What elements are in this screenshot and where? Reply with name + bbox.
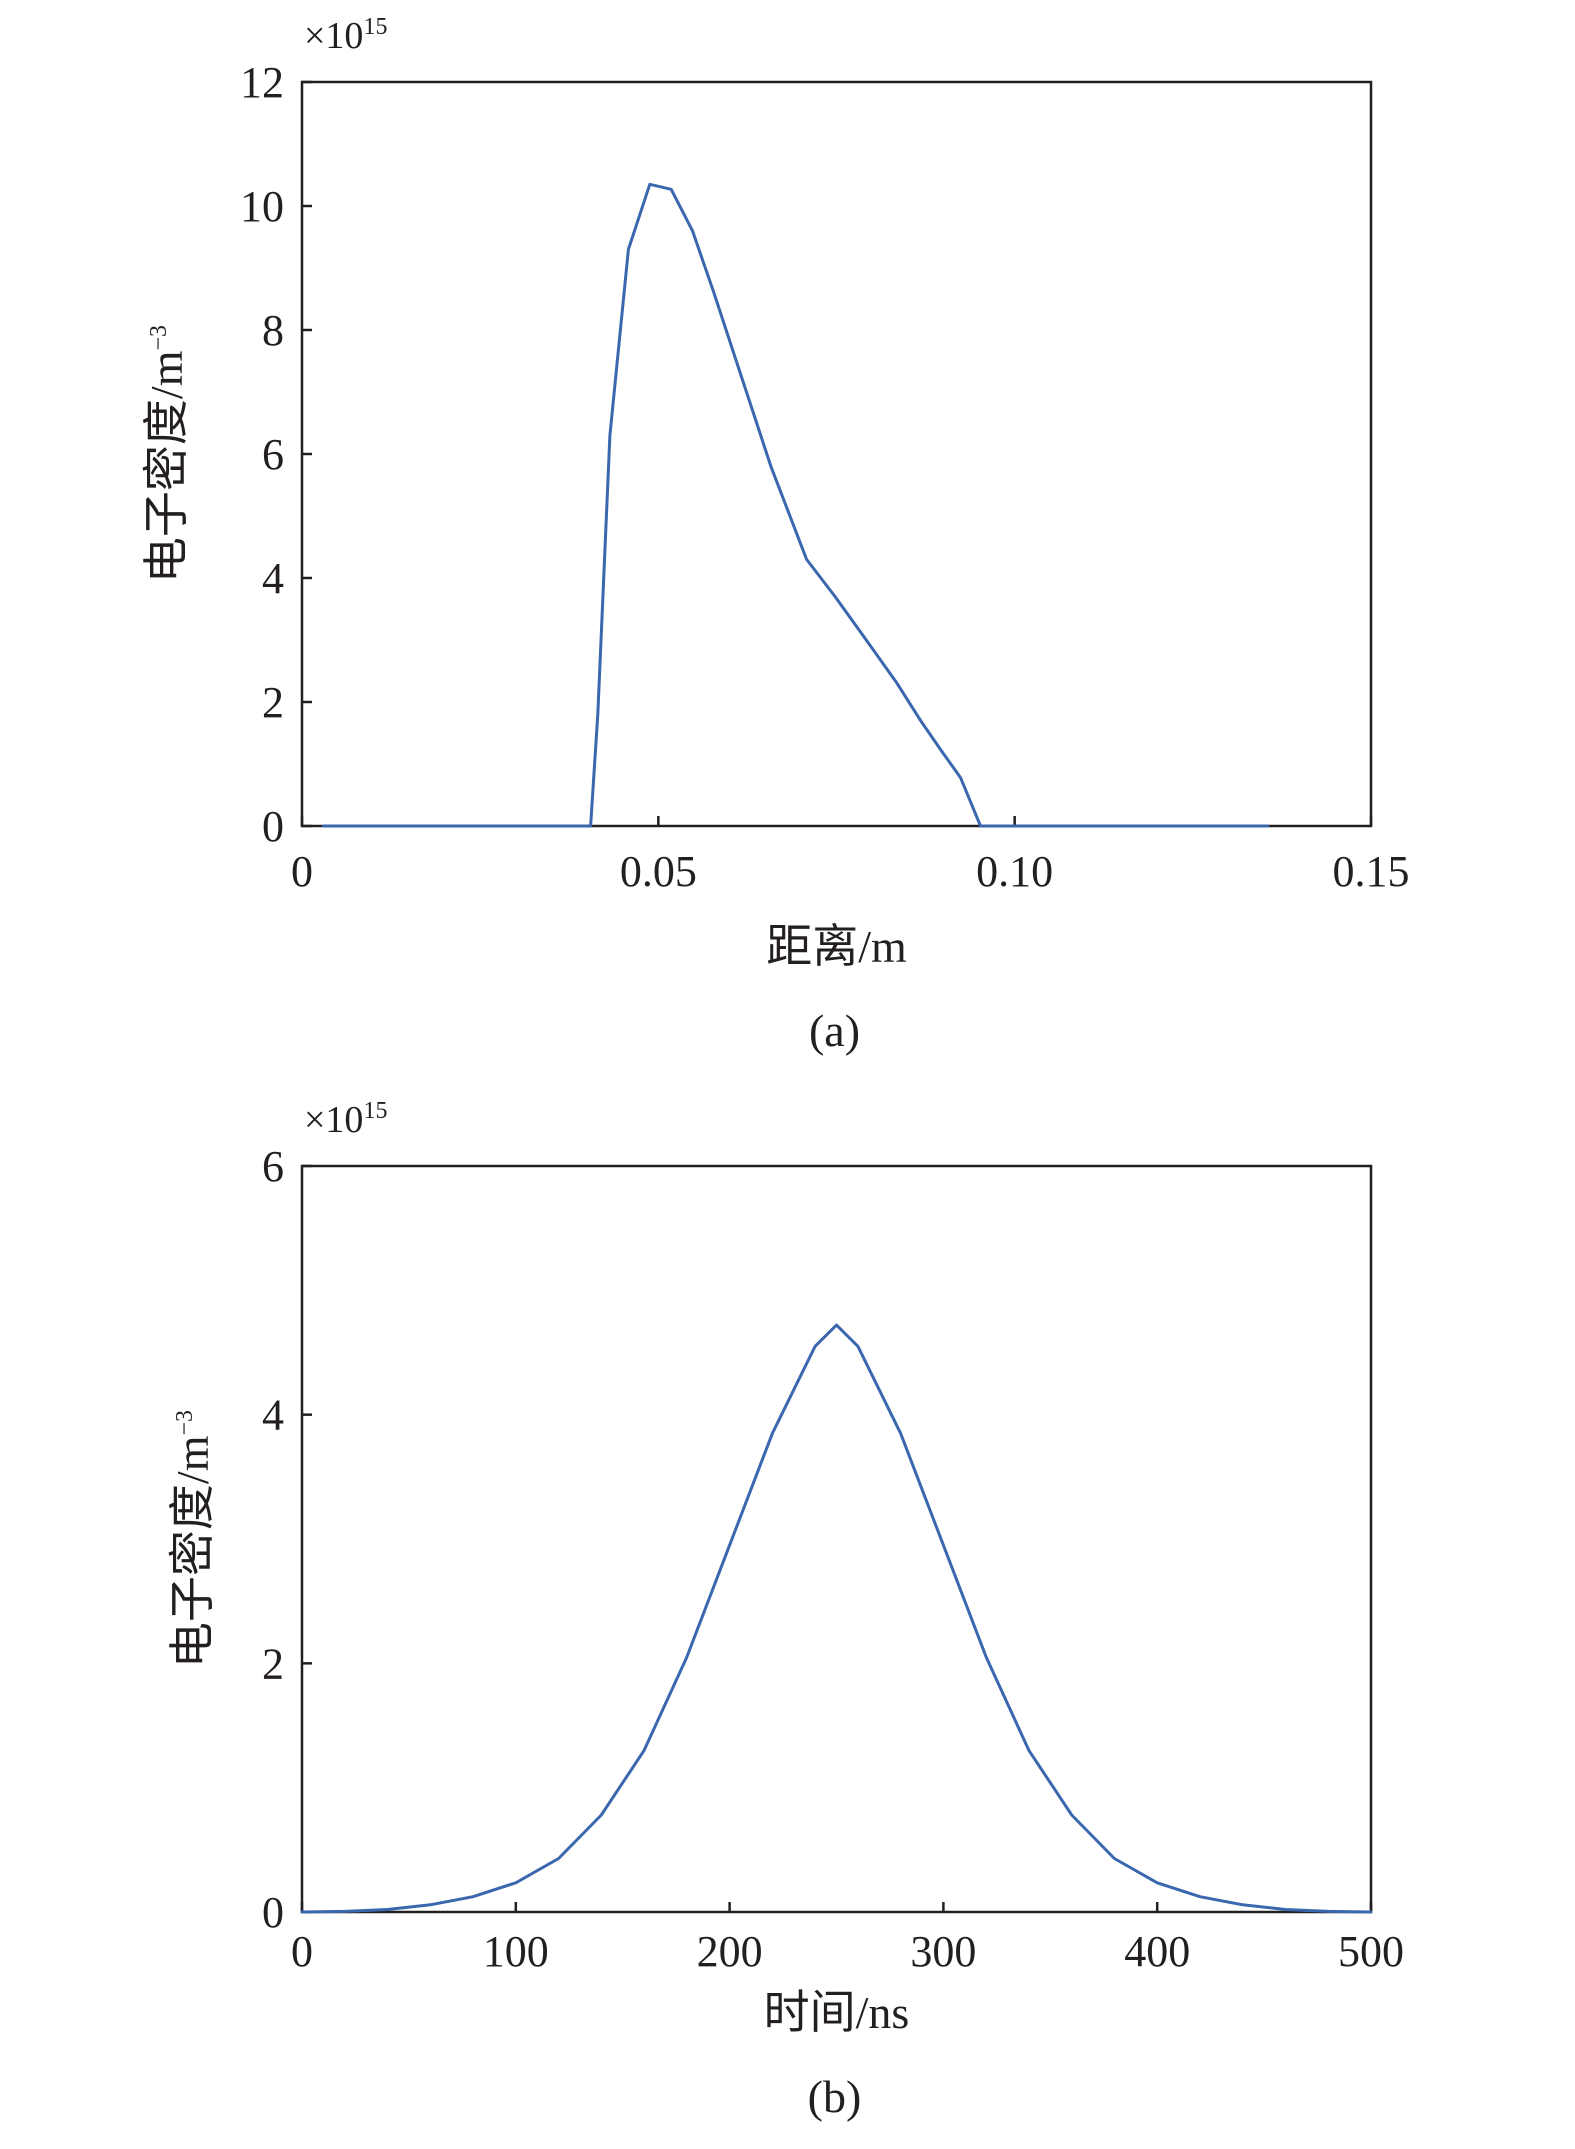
y-tick-label: 2 [262,1639,284,1688]
y-multiplier-base: ×10 [304,1099,363,1141]
x-tick-label: 400 [1124,1927,1190,1976]
y-axis-label-text: 电子密度/m [167,1435,218,1668]
plot-frame [300,80,1373,828]
y-tick-label: 0 [262,802,284,851]
y-axis-label-unit-exponent: −3 [146,325,172,351]
y-tick-label: 4 [262,554,284,603]
y-axis-label-text: 电子密度/m [141,350,192,583]
y-tick-label: 8 [262,306,284,355]
y-multiplier-label: ×1015 [304,14,387,57]
x-tick-label: 200 [697,1927,763,1976]
x-tick-label: 0 [291,847,313,896]
chart-panel-b: 0 2 4 6 0 100 200 300 400 500 ×1015 时间/ns 电子密度/m−3 (b… [167,1098,1404,2122]
y-multiplier-label: ×1015 [304,1098,387,1141]
x-tick-label: 500 [1338,1927,1404,1976]
y-axis-label: 电子密度/m−3 [141,325,192,583]
y-tick-label: 4 [262,1391,284,1440]
series-line [321,182,1270,828]
x-tick-label: 0.15 [1333,847,1410,896]
y-tick-label: 10 [240,182,284,231]
y-tick-label: 12 [240,58,284,107]
x-tick-label: 300 [910,1927,976,1976]
panel-caption: (b) [808,2071,862,2122]
y-multiplier-base: ×10 [304,15,363,57]
y-tick-label: 0 [262,1888,284,1937]
x-axis-label: 时间/ns [764,1987,910,2038]
x-tick-label: 0.10 [976,847,1053,896]
panel-caption: (a) [809,1005,860,1056]
y-tick-label: 2 [262,678,284,727]
x-tick-label: 100 [483,1927,549,1976]
y-axis-label: 电子密度/m−3 [167,1410,218,1668]
series-line [300,1323,1373,1914]
y-multiplier-exponent: 15 [363,1098,387,1124]
x-tick-label: 0 [291,1927,313,1976]
y-axis-label-unit-exponent: −3 [172,1410,198,1436]
y-tick-label: 6 [262,1142,284,1191]
x-axis-label: 距离/m [766,921,907,972]
plot-frame [300,1164,1373,1914]
y-tick-label: 6 [262,430,284,479]
y-multiplier-exponent: 15 [363,14,387,40]
x-tick-label: 0.05 [620,847,697,896]
chart-panel-a: 0 2 4 6 8 10 12 0 0.05 0.10 0.15 ×1015 距离/m 电子密度/m−3 (… [141,14,1410,1056]
